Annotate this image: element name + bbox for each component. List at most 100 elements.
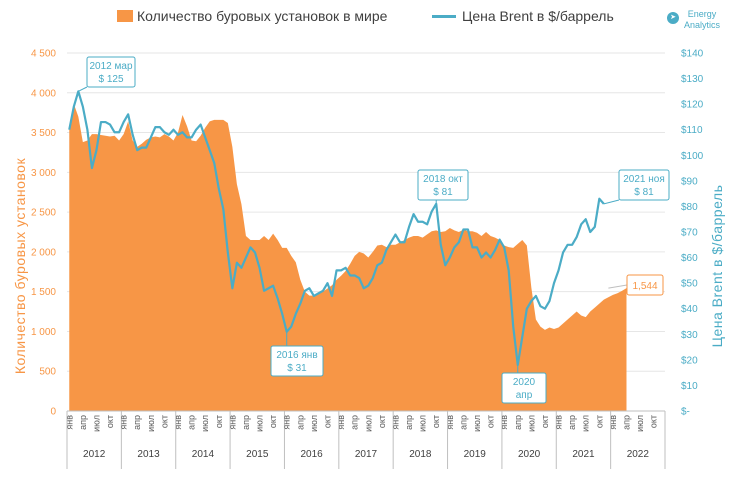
x-month-tick-label: окт <box>377 415 387 428</box>
annotation-label: 1,544 <box>632 281 657 292</box>
x-month-tick-label: апр <box>241 415 251 430</box>
legend-swatch-brent <box>432 14 456 18</box>
legend-swatch-rigs <box>117 10 133 22</box>
brand-line-1: Energy <box>687 9 717 19</box>
x-month-tick-label: окт <box>214 415 224 428</box>
x-month-tick-label: окт <box>540 415 550 428</box>
annotation-box <box>618 169 670 201</box>
y-right-tick-label: $80 <box>681 202 698 213</box>
x-month-tick-label: июл <box>146 415 156 432</box>
y-right-tick-label: $140 <box>681 49 704 60</box>
legend-item-rigs: Количество буровых установок в мире <box>117 8 387 24</box>
legend-label-brent: Цена Brent в $/баррель <box>462 8 614 24</box>
x-month-tick-label: апр <box>295 415 305 430</box>
y-right-tick-label: $40 <box>681 304 698 315</box>
annotation-label: 2016 янв <box>276 350 317 361</box>
y-axis-right: $- $10 $20 $30 $40 $50 $60 $70 $80 $90 $100 $110 $12… <box>681 49 704 418</box>
paper-plane-icon: ➤ <box>667 12 679 24</box>
y-left-tick-label: 1 000 <box>31 327 56 338</box>
annotation-leader <box>603 199 620 205</box>
x-month-tick-label: янв <box>227 415 237 430</box>
annotation-label: 2012 мар <box>89 61 132 72</box>
annotation-box <box>270 345 324 377</box>
x-month-tick-label: окт <box>431 415 441 428</box>
y-right-tick-label: $50 <box>681 279 698 290</box>
annotation-box <box>626 274 664 296</box>
x-year-label: 2018 <box>409 449 432 460</box>
annotation-box <box>417 169 469 201</box>
x-month-tick-label: июл <box>363 415 373 432</box>
x-month-tick-label: окт <box>486 415 496 428</box>
brand-line-2: Analytics <box>684 20 721 30</box>
x-axis: янв апр июл окт янв апр июл окт янв апр июл окт янв а… <box>64 410 666 469</box>
y-left-tick-label: 3 000 <box>31 168 56 179</box>
y-right-tick-label: $10 <box>681 381 698 392</box>
rigs-area-series <box>69 103 627 412</box>
legend-label-rigs: Количество буровых установок в мире <box>137 8 388 24</box>
x-month-tick-label: апр <box>132 415 142 430</box>
x-year-label: 2016 <box>301 449 324 460</box>
annotation-value: $ 125 <box>98 74 123 85</box>
x-month-tick-label: апр <box>78 415 88 430</box>
y-left-tick-label: 500 <box>39 367 56 378</box>
x-year-label: 2013 <box>137 449 160 460</box>
x-month-tick-label: янв <box>608 415 618 430</box>
x-month-tick-label: янв <box>336 415 346 430</box>
legend: Количество буровых установок в мире Цена… <box>0 8 734 28</box>
x-month-tick-label: июл <box>200 415 210 432</box>
y-right-tick-label: $130 <box>681 74 704 85</box>
x-year-label: 2021 <box>572 449 595 460</box>
x-year-label: 2019 <box>464 449 487 460</box>
brand-text: Energy Analytics <box>684 9 720 31</box>
x-month-tick-label: окт <box>105 415 115 428</box>
brand-logo: ➤ Energy Analytics <box>667 9 720 31</box>
x-month-tick-label: июл <box>309 415 319 432</box>
annotation-value: $ 31 <box>287 363 307 374</box>
y-right-tick-label: $110 <box>681 125 703 136</box>
x-year-label: 2017 <box>355 449 378 460</box>
y-left-tick-label: 2 000 <box>31 247 56 258</box>
x-month-tick-label: окт <box>268 415 278 428</box>
annotation-box <box>501 372 547 404</box>
x-month-tick-label: апр <box>621 415 631 430</box>
y-axis-left: 0 500 1 000 1 500 2 000 2 500 3 000 3 500 4 000 4… <box>31 49 56 418</box>
x-month-tick-label: апр <box>350 415 360 430</box>
x-month-tick-label: янв <box>282 415 292 430</box>
x-month-tick-label: янв <box>390 415 400 430</box>
x-month-tick-label: окт <box>649 415 659 428</box>
x-month-tick-label: апр <box>404 415 414 430</box>
x-month-tick-label: янв <box>173 415 183 430</box>
x-month-tick-label: июл <box>635 415 645 432</box>
y-left-tick-label: 4 000 <box>31 88 56 99</box>
annotation-value: $ 81 <box>433 187 453 198</box>
y-right-tick-label: $20 <box>681 355 698 366</box>
x-month-tick-label: апр <box>187 415 197 430</box>
y-right-tick-label: $60 <box>681 253 698 264</box>
x-month-tick-label: окт <box>594 415 604 428</box>
annotation-label: 2018 окт <box>423 174 463 185</box>
y-right-tick-label: $120 <box>681 100 704 111</box>
y-left-tick-label: 3 500 <box>31 128 56 139</box>
x-month-tick-label: апр <box>458 415 468 430</box>
y-left-tick-label: 1 500 <box>31 287 56 298</box>
x-month-tick-label: янв <box>64 415 74 430</box>
x-month-tick-label: окт <box>322 415 332 428</box>
x-month-tick-label: июл <box>255 415 265 432</box>
x-year-label: 2020 <box>518 449 541 460</box>
x-year-label: 2022 <box>627 449 650 460</box>
annotation-label: 2020 <box>513 377 536 388</box>
y-left-tick-label: 0 <box>50 407 56 418</box>
x-month-tick-label: апр <box>513 415 523 430</box>
x-month-tick-label: июл <box>418 415 428 432</box>
x-year-label: 2012 <box>83 449 106 460</box>
x-month-tick-label: янв <box>119 415 129 430</box>
annotation-box <box>86 56 136 88</box>
x-year-label: 2015 <box>246 449 269 460</box>
x-month-tick-label: янв <box>445 415 455 430</box>
y-left-tick-label: 2 500 <box>31 208 56 219</box>
x-month-tick-label: янв <box>554 415 564 430</box>
x-month-tick-label: окт <box>159 415 169 428</box>
x-month-tick-label: июл <box>472 415 482 432</box>
